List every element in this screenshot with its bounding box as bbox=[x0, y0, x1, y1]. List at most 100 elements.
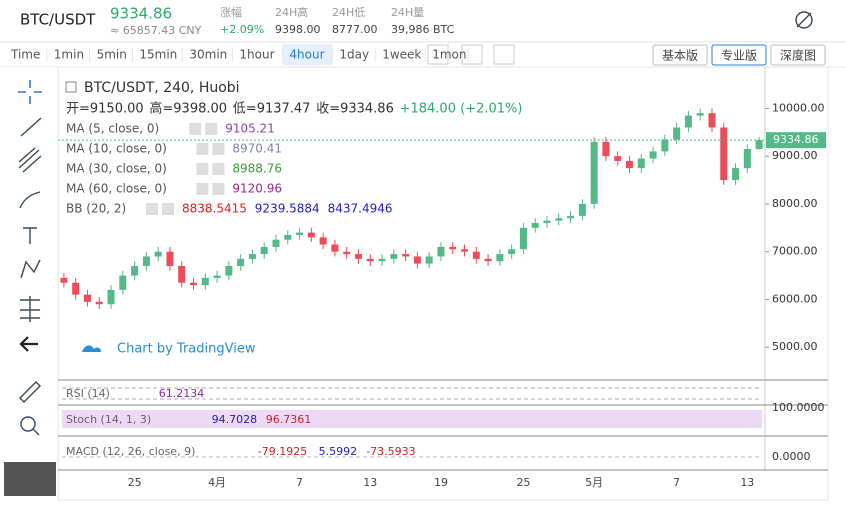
ohlc-legend: 收=9334.86 bbox=[316, 102, 394, 117]
interval-button[interactable]: 1hour bbox=[239, 48, 274, 62]
chart-frame bbox=[57, 66, 829, 501]
candle-body bbox=[272, 239, 280, 247]
study-remove[interactable] bbox=[212, 163, 225, 175]
candle-body bbox=[567, 215, 575, 219]
study-remove[interactable] bbox=[162, 203, 174, 215]
candle-body bbox=[649, 151, 657, 159]
x-tick-label: 4月 bbox=[208, 476, 226, 489]
candle-body bbox=[366, 258, 374, 262]
stat-label: 24H量 bbox=[391, 6, 424, 19]
candle-body bbox=[602, 141, 610, 157]
interval-button[interactable]: 15min bbox=[139, 48, 177, 62]
candle-body bbox=[131, 266, 139, 276]
stat-value: 8777.00 bbox=[332, 23, 378, 36]
chart-type-button[interactable] bbox=[427, 44, 449, 65]
magnet-tool[interactable] bbox=[4, 462, 56, 496]
symbol: BTC/USDT bbox=[20, 11, 96, 29]
hide-icon[interactable] bbox=[795, 11, 813, 29]
candle-body bbox=[673, 127, 681, 140]
candle-body bbox=[95, 301, 103, 305]
stat-value: 9398.00 bbox=[275, 23, 321, 36]
settings-button[interactable] bbox=[461, 44, 483, 65]
candle-body bbox=[237, 258, 245, 267]
indicator-name: MACD (12, 26, close, 9) bbox=[66, 445, 195, 458]
study-remove[interactable] bbox=[212, 183, 225, 195]
candle-body bbox=[390, 254, 398, 259]
study-settings[interactable] bbox=[189, 123, 202, 135]
mode-button-box[interactable] bbox=[711, 44, 767, 66]
mode-button-box[interactable] bbox=[652, 44, 708, 66]
mode-button[interactable]: 专业版 bbox=[721, 48, 757, 63]
candle-body bbox=[461, 249, 469, 252]
candle-body bbox=[519, 227, 527, 250]
back-tool[interactable] bbox=[19, 336, 38, 352]
study-value: 9120.96 bbox=[232, 182, 282, 196]
interval-button[interactable]: 1week bbox=[382, 48, 421, 62]
y-tick-label: 5000.00 bbox=[772, 340, 818, 353]
zoom-tool[interactable] bbox=[20, 416, 40, 436]
fib-tool[interactable] bbox=[18, 147, 42, 173]
stat-value: +2.09% bbox=[220, 23, 264, 36]
candle-body bbox=[142, 256, 150, 267]
candle-body bbox=[684, 115, 692, 128]
watermark: Chart by TradingView bbox=[82, 342, 256, 357]
interval-button[interactable]: 30min bbox=[189, 48, 227, 62]
brush-tool[interactable] bbox=[19, 191, 41, 209]
x-tick-label: 25 bbox=[516, 476, 530, 489]
indicator-axis-label: 100.0000 bbox=[772, 401, 825, 414]
study-settings[interactable] bbox=[146, 203, 158, 215]
indicator-name: Stoch (14, 1, 3) bbox=[66, 413, 151, 426]
y-tick-label: 10000.00 bbox=[772, 101, 825, 114]
study-name: BB (20, 2) bbox=[66, 202, 126, 216]
candle-body bbox=[696, 113, 704, 116]
indicator-value: 94.7028 bbox=[212, 413, 258, 426]
candle-body bbox=[425, 256, 433, 264]
x-tick-label: 13 bbox=[740, 476, 754, 489]
study-value: 9239.5884 bbox=[255, 202, 320, 216]
interval-button[interactable]: 5min bbox=[97, 48, 127, 62]
candle-body bbox=[413, 256, 421, 264]
candle-body bbox=[190, 282, 198, 286]
candle-body bbox=[472, 251, 480, 259]
chart-title: BTC/USDT, 240, Huobi bbox=[84, 80, 240, 96]
interval-button[interactable]: 1min bbox=[54, 48, 84, 62]
candle-body bbox=[484, 258, 492, 262]
mode-button[interactable]: 深度图 bbox=[780, 48, 816, 63]
interval-button[interactable]: Time bbox=[10, 48, 40, 62]
text-tool[interactable] bbox=[23, 227, 37, 244]
candle-body bbox=[284, 234, 292, 240]
x-tick-label: 25 bbox=[128, 476, 142, 489]
study-remove[interactable] bbox=[205, 123, 218, 135]
candle-body bbox=[319, 237, 327, 245]
watermark-text: Chart by TradingView bbox=[117, 342, 256, 357]
collapse-icon[interactable] bbox=[65, 81, 77, 93]
candle-body bbox=[437, 246, 445, 257]
pattern-tool[interactable] bbox=[20, 259, 41, 279]
mode-button[interactable]: 基本版 bbox=[662, 49, 698, 63]
study-remove[interactable] bbox=[212, 143, 225, 155]
study-settings[interactable] bbox=[196, 163, 209, 175]
cross-tool[interactable] bbox=[18, 80, 42, 104]
ohlc-legend: 开=9150.00 bbox=[66, 102, 144, 117]
ohlc-legend: +184.00 (+2.01%) bbox=[400, 102, 523, 117]
study-settings[interactable] bbox=[196, 183, 209, 195]
interval-button[interactable]: 4hour bbox=[289, 48, 324, 62]
ruler-tool[interactable] bbox=[19, 381, 41, 403]
last-price-label: 9334.86 bbox=[773, 133, 819, 146]
line-tool[interactable] bbox=[20, 117, 42, 137]
stat-label: 涨幅 bbox=[220, 6, 242, 19]
interval-button[interactable]: 1mon bbox=[432, 48, 466, 62]
price: 9334.86 bbox=[110, 5, 172, 23]
candle-body bbox=[720, 127, 728, 181]
x-tick-label: 7 bbox=[296, 476, 303, 489]
ohlc-legend: 高=9398.00 bbox=[149, 101, 227, 117]
fullscreen-button[interactable] bbox=[493, 44, 515, 65]
measure-tool[interactable] bbox=[20, 296, 40, 322]
study-value: 8838.5415 bbox=[182, 202, 247, 216]
interval-button[interactable]: 1day bbox=[339, 48, 369, 62]
toolbar-left bbox=[0, 67, 58, 513]
study-settings[interactable] bbox=[196, 143, 209, 155]
mode-button-box[interactable] bbox=[770, 44, 826, 66]
candle-body bbox=[625, 160, 633, 169]
candle-body bbox=[378, 258, 386, 262]
